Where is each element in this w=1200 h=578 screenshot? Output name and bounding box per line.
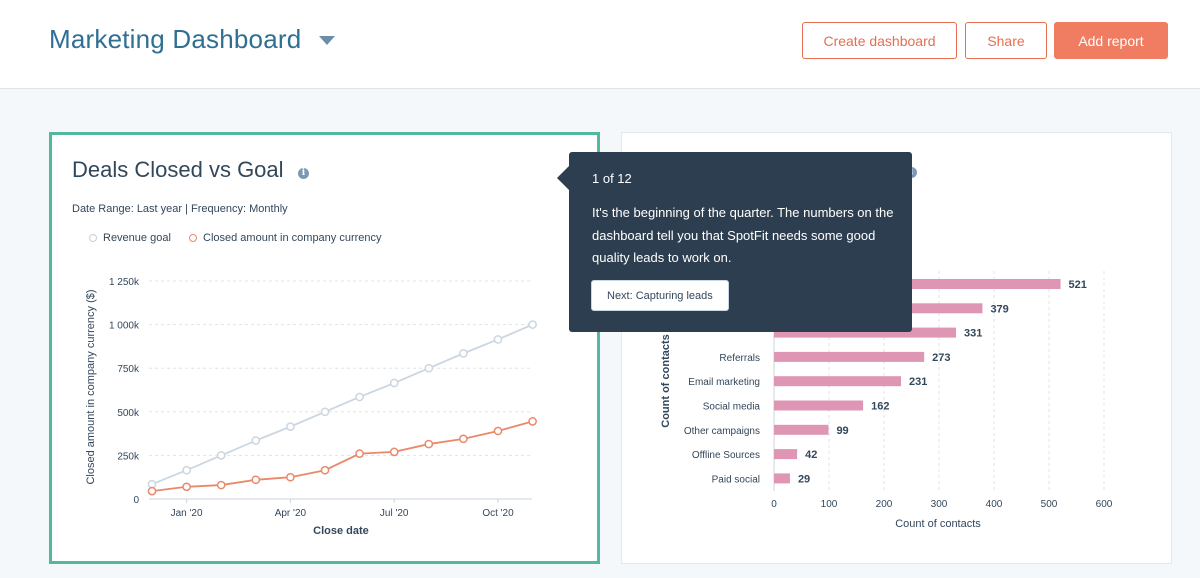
y-tick-label: 250k (117, 451, 140, 462)
y-tick-label: 500k (117, 408, 140, 419)
card-title: Deals Closed vs Goal (72, 157, 284, 182)
x-tick-label: 500 (1041, 499, 1058, 510)
category-label: Email marketing (688, 377, 760, 388)
closed-point (389, 447, 399, 457)
closed-point (251, 475, 261, 485)
category-label: Offline Sources (692, 450, 760, 461)
closed-point (424, 439, 434, 449)
bar-value-label: 162 (871, 401, 889, 413)
bar (774, 449, 798, 460)
x-tick-label: 400 (986, 499, 1003, 510)
bar (774, 473, 790, 484)
line-chart[interactable]: 0 250k 500k 750k 1 000k 1 250k Jan '20 Apr '20 J… (52, 261, 597, 561)
bar (774, 400, 864, 411)
bar (774, 351, 925, 362)
x-tick-label: Apr '20 (275, 508, 307, 519)
next-step-button[interactable]: Next: Capturing leads (591, 280, 729, 311)
tooltip-arrow (557, 166, 569, 190)
x-tick-label: Jul '20 (380, 508, 409, 519)
goal-point (320, 407, 330, 417)
x-tick-label: 0 (771, 499, 777, 510)
legend-label: Closed amount in company currency (203, 232, 382, 244)
closed-point (493, 426, 503, 436)
bar (774, 279, 1061, 289)
goal-point (493, 335, 503, 344)
legend-dot-icon (89, 234, 97, 242)
y-tick-label: 1 250k (109, 277, 140, 288)
add-report-button[interactable]: Add report (1054, 22, 1168, 59)
bar-value-label: 231 (909, 376, 927, 388)
bar-value-label: 521 (1069, 279, 1087, 291)
bar (774, 376, 902, 387)
date-range-text: Date Range: Last year | Frequency: Month… (72, 203, 288, 215)
bar-value-label: 99 (836, 425, 848, 437)
tooltip-step-counter: 1 of 12 (592, 171, 632, 186)
closed-point (459, 434, 468, 444)
legend-label: Revenue goal (103, 232, 171, 244)
create-dashboard-button[interactable]: Create dashboard (802, 22, 957, 59)
closed-point (147, 486, 157, 496)
x-tick-label: Oct '20 (482, 508, 514, 519)
closed-point (216, 480, 226, 490)
goal-point (528, 320, 537, 329)
legend-item-closed-amount[interactable]: Closed amount in company currency (189, 232, 382, 244)
closed-point (528, 417, 537, 426)
category-label: Paid social (712, 474, 760, 485)
bar (774, 327, 957, 338)
tooltip-body: It's the beginning of the quarter. The n… (592, 205, 894, 265)
goal-point (389, 378, 399, 388)
goal-point (251, 436, 261, 445)
closed-point (355, 449, 364, 459)
x-tick-label: 100 (821, 499, 838, 510)
y-tick-label: 750k (117, 364, 140, 375)
goal-point (182, 465, 191, 475)
y-axis-title: Count of contacts (660, 334, 672, 428)
legend-dot-icon (189, 234, 197, 242)
x-axis-title: Count of contacts (895, 518, 981, 530)
bar-value-label: 331 (964, 328, 982, 340)
goal-point (459, 349, 468, 358)
goal-point (286, 422, 295, 431)
bar-value-label: 42 (805, 449, 817, 461)
y-tick-label: 1 000k (109, 321, 140, 332)
y-axis-title: Closed amount in company currency ($) (85, 289, 97, 484)
info-icon[interactable]: i (298, 168, 309, 179)
walkthrough-tooltip: 1 of 12 It's the beginning of the quarte… (569, 152, 912, 332)
legend-item-revenue-goal[interactable]: Revenue goal (89, 232, 171, 244)
bar-value-label: 29 (798, 473, 810, 485)
goal-point (355, 392, 364, 402)
category-label: Referrals (719, 353, 760, 364)
dashboard-title[interactable]: Marketing Dashboard (49, 24, 302, 54)
series-line-closed-amount (151, 420, 533, 493)
closed-point (286, 472, 295, 482)
deals-closed-card[interactable]: Deals Closed vs Goal i Date Range: Last … (49, 132, 600, 564)
x-tick-label: Jan '20 (171, 508, 203, 519)
category-label: Other campaigns (684, 426, 760, 437)
category-label: Social media (703, 402, 761, 413)
x-axis-title: Close date (313, 525, 369, 537)
goal-point (147, 479, 157, 489)
closed-point (182, 482, 191, 492)
bar (774, 424, 829, 435)
goal-point (216, 451, 226, 460)
bar-value-label: 379 (990, 303, 1008, 315)
y-tick-label: 0 (133, 495, 139, 506)
series-line-revenue-goal (151, 323, 533, 486)
closed-point (320, 465, 330, 475)
x-tick-label: 300 (931, 499, 948, 510)
caret-down-icon[interactable] (319, 36, 335, 45)
bar-value-label: 273 (932, 352, 950, 364)
goal-point (424, 363, 434, 373)
dashboard-header: Marketing Dashboard Create dashboard Sha… (0, 0, 1200, 89)
share-button[interactable]: Share (965, 22, 1047, 59)
x-tick-label: 600 (1096, 499, 1113, 510)
x-tick-label: 200 (876, 499, 893, 510)
